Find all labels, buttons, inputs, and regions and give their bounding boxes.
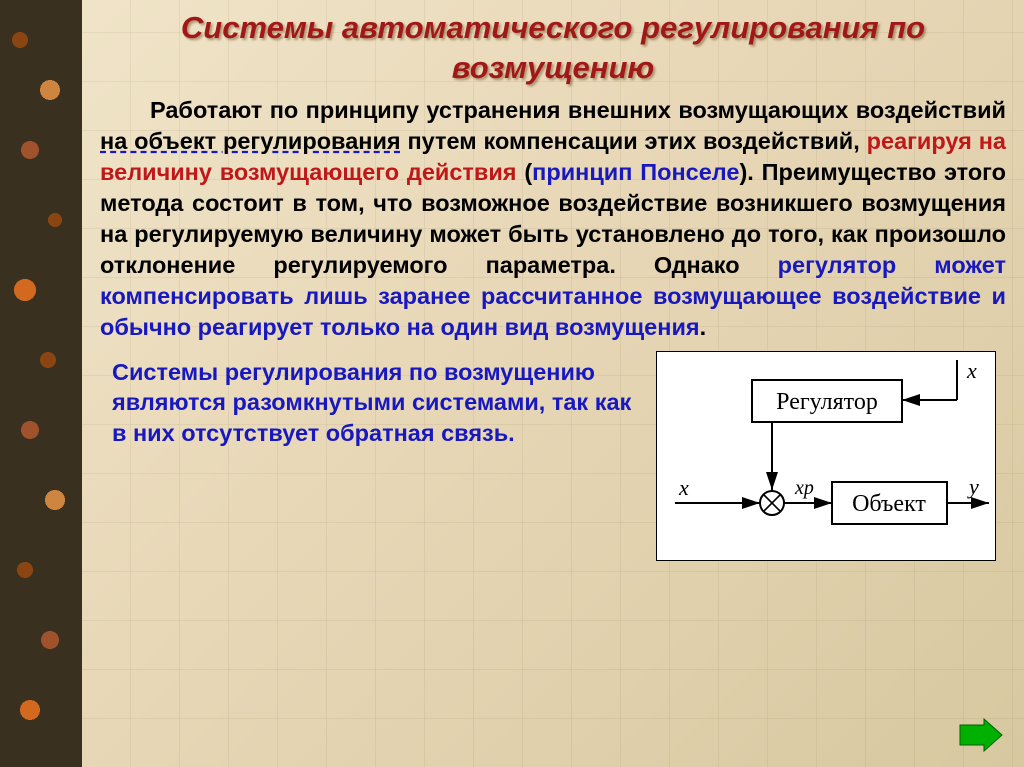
text-segment: путем компенсации этих воздействий,: [401, 128, 867, 154]
text-segment: .: [700, 314, 707, 340]
diagram-node-object: Объект: [852, 491, 926, 517]
slide-content: Системы автоматического регулирования по…: [82, 0, 1024, 767]
diagram-label-x-dist: x: [966, 358, 977, 383]
block-diagram: Регулятор Объект x x xр: [656, 351, 996, 561]
slide-title: Системы автоматического регулирования по…: [100, 8, 1006, 89]
decorative-border: [0, 0, 82, 767]
lower-row: Системы регулирования по возмущению явля…: [100, 357, 1006, 449]
blue-highlight: принцип Понселе: [532, 159, 739, 185]
diagram-node-regulator: Регулятор: [776, 389, 878, 415]
diagram-label-x-in: x: [678, 475, 689, 500]
text-segment: (: [517, 159, 533, 185]
diagram-label-xp: xр: [794, 477, 814, 499]
diagram-label-y: y: [967, 474, 979, 499]
main-paragraph: Работают по принципу устранения внешних …: [100, 95, 1006, 343]
next-slide-button[interactable]: [958, 717, 1004, 753]
text-segment: Работают по принципу устранения внешних …: [150, 97, 1006, 123]
note-text: Системы регулирования по возмущению явля…: [100, 357, 640, 449]
underlined-phrase: на объект регулирования: [100, 128, 401, 154]
